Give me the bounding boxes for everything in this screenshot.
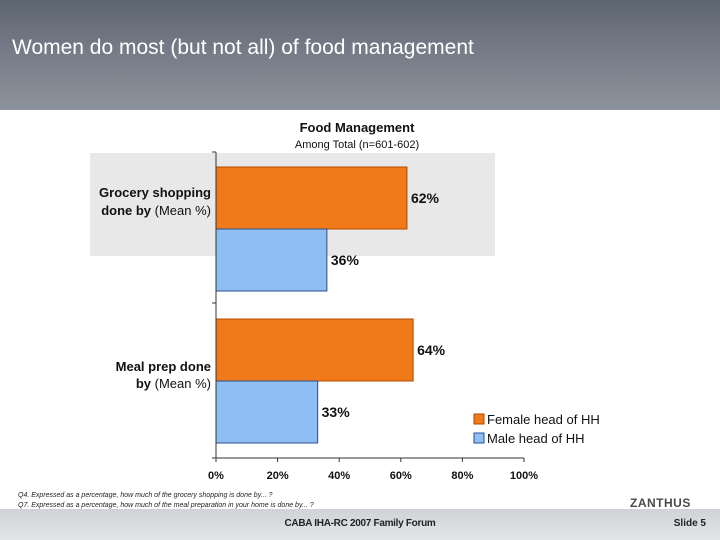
bar-male-0 <box>215 228 328 292</box>
legend-swatch-male <box>473 432 485 444</box>
category-label-grocery: Grocery shopping done by (Mean %) <box>99 185 211 218</box>
x-tick-label: 0% <box>208 470 224 482</box>
slide-number: Slide 5 <box>673 518 706 529</box>
data-label: 36% <box>331 252 360 268</box>
footer-text: CABA IHA-RC 2007 Family Forum <box>284 518 436 529</box>
footnotes: Q4. Expressed as a percentage, how much … <box>18 491 314 511</box>
x-tick-label: 100% <box>510 470 538 482</box>
x-tick-label: 40% <box>328 470 350 482</box>
bar-female-0 <box>215 166 408 230</box>
legend-label-female: Female head of HH <box>487 412 600 427</box>
company-logo: ZANTHUS <box>630 496 691 510</box>
category-label-bold: by <box>136 376 152 391</box>
category-label-meal-prep: Meal prep done by (Mean %) <box>116 359 211 391</box>
legend: Female head of HH Male head of HH <box>473 412 600 446</box>
x-tick-label: 60% <box>390 470 412 482</box>
x-tick-label: 80% <box>451 470 473 482</box>
category-label-line: done by (Mean %) <box>101 203 211 218</box>
chart-title: Food Management <box>300 120 416 135</box>
data-label: 64% <box>417 342 446 358</box>
bars-group: 62% 64% 36% 33% <box>215 166 446 444</box>
chart-subtitle: Among Total (n=601-602) <box>295 139 419 151</box>
slide-footer: CABA IHA-RC 2007 Family Forum Slide 5 <box>0 509 720 540</box>
category-label-line: Grocery shopping <box>99 185 211 200</box>
footnote: Q4. Expressed as a percentage, how much … <box>18 492 273 499</box>
x-tick-label: 20% <box>267 470 289 482</box>
legend-swatch-female <box>473 413 485 425</box>
category-label-bold: done by <box>101 203 152 218</box>
bar-female-1 <box>215 318 414 382</box>
category-label-line: by (Mean %) <box>136 376 211 391</box>
category-label-rest: (Mean %) <box>151 203 211 218</box>
category-label-rest: (Mean %) <box>151 376 211 391</box>
bar-male-1 <box>215 380 319 444</box>
category-label-line: Meal prep done <box>116 359 211 374</box>
food-management-chart: Food Management Among Total (n=601-602) … <box>90 120 600 482</box>
data-label: 62% <box>411 190 440 206</box>
slide-header: Women do most (but not all) of food mana… <box>0 0 720 110</box>
footnote: Q7. Expressed as a percentage, how much … <box>18 502 314 509</box>
legend-label-male: Male head of HH <box>487 431 585 446</box>
axis-group: 0% 20% 40% 60% 80% 100% <box>208 151 538 482</box>
data-label: 33% <box>322 404 351 420</box>
slide-title: Women do most (but not all) of food mana… <box>12 36 474 59</box>
